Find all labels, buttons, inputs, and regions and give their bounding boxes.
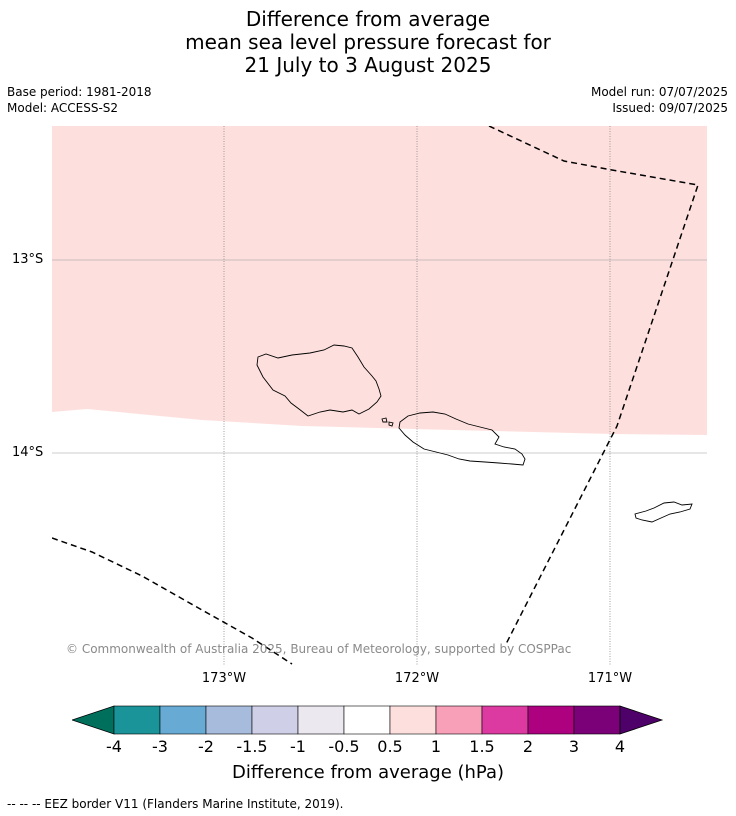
colorbar-tick-label: 1 <box>430 737 442 756</box>
colorbar-segment <box>297 705 345 735</box>
title-line-2: mean sea level pressure forecast for <box>185 30 551 54</box>
colorbar-segment <box>527 705 575 735</box>
colorbar-label: Difference from average (hPa) <box>231 762 505 783</box>
coastlines <box>256 344 693 523</box>
copyright-notice: © Commonwealth of Australia 2025, Bureau… <box>66 642 572 656</box>
anomaly-region <box>52 126 707 435</box>
colorbar <box>72 705 664 735</box>
title-line-1: Difference from average <box>245 7 491 31</box>
lon-label-173w: 173°W <box>201 671 247 686</box>
colorbar-tick-label: -1 <box>290 737 306 756</box>
base-period: Base period: 1981-2018 <box>7 85 152 99</box>
title-line-3: 21 July to 3 August 2025 <box>244 53 492 77</box>
eez-legend-note: -- -- -- EEZ border V11 (Flanders Marine… <box>7 797 344 811</box>
colorbar-segment <box>205 705 253 735</box>
issued-date: Issued: 09/07/2025 <box>612 101 728 115</box>
colorbar-tick-label: 0.5 <box>377 737 403 756</box>
colorbar-tick-label: -1.5 <box>236 737 268 756</box>
colorbar-tick-label: 2 <box>522 737 534 756</box>
manono-islet <box>381 417 388 423</box>
colorbar-tick-label: -3 <box>152 737 168 756</box>
colorbar-extend-high <box>619 705 664 735</box>
eez-borders <box>52 126 699 665</box>
colorbar-tick-label: -2 <box>198 737 214 756</box>
colorbar-tick-label: 1.5 <box>469 737 495 756</box>
upolu-island <box>398 411 526 466</box>
meta-right: Model run: 07/07/2025 Issued: 09/07/2025 <box>591 84 728 116</box>
colorbar-tick-label: -4 <box>106 737 122 756</box>
graticule <box>52 126 707 666</box>
colorbar-segment <box>343 705 391 735</box>
colorbar-segment <box>573 705 621 735</box>
model-run: Model run: 07/07/2025 <box>590 85 728 99</box>
colorbar-segment <box>113 705 161 735</box>
map-title: Difference from average mean sea level p… <box>0 8 736 77</box>
tutuila-island <box>634 501 693 523</box>
colorbar-segment <box>481 705 529 735</box>
lon-label-171w: 171°W <box>587 671 633 686</box>
colorbar-segment <box>435 705 483 735</box>
eez-border-southwest <box>52 537 293 665</box>
colorbar-tick-label: 4 <box>614 737 626 756</box>
meta-left: Base period: 1981-2018 Model: ACCESS-S2 <box>7 84 152 116</box>
colorbar-tick-label: 3 <box>568 737 580 756</box>
colorbar-segment <box>159 705 207 735</box>
model-name: Model: ACCESS-S2 <box>7 101 119 115</box>
colorbar-extend-low <box>72 705 115 735</box>
map-panel <box>52 126 707 666</box>
lon-label-172w: 172°W <box>394 671 440 686</box>
apolima-islet <box>388 421 394 427</box>
colorbar-segment <box>251 705 299 735</box>
lat-label-14s: 14°S <box>12 445 44 460</box>
lat-label-13s: 13°S <box>12 252 44 267</box>
colorbar-segment <box>389 705 437 735</box>
savaii-island <box>256 344 382 417</box>
colorbar-tick-label: -0.5 <box>328 737 360 756</box>
eez-border-north <box>488 126 699 647</box>
